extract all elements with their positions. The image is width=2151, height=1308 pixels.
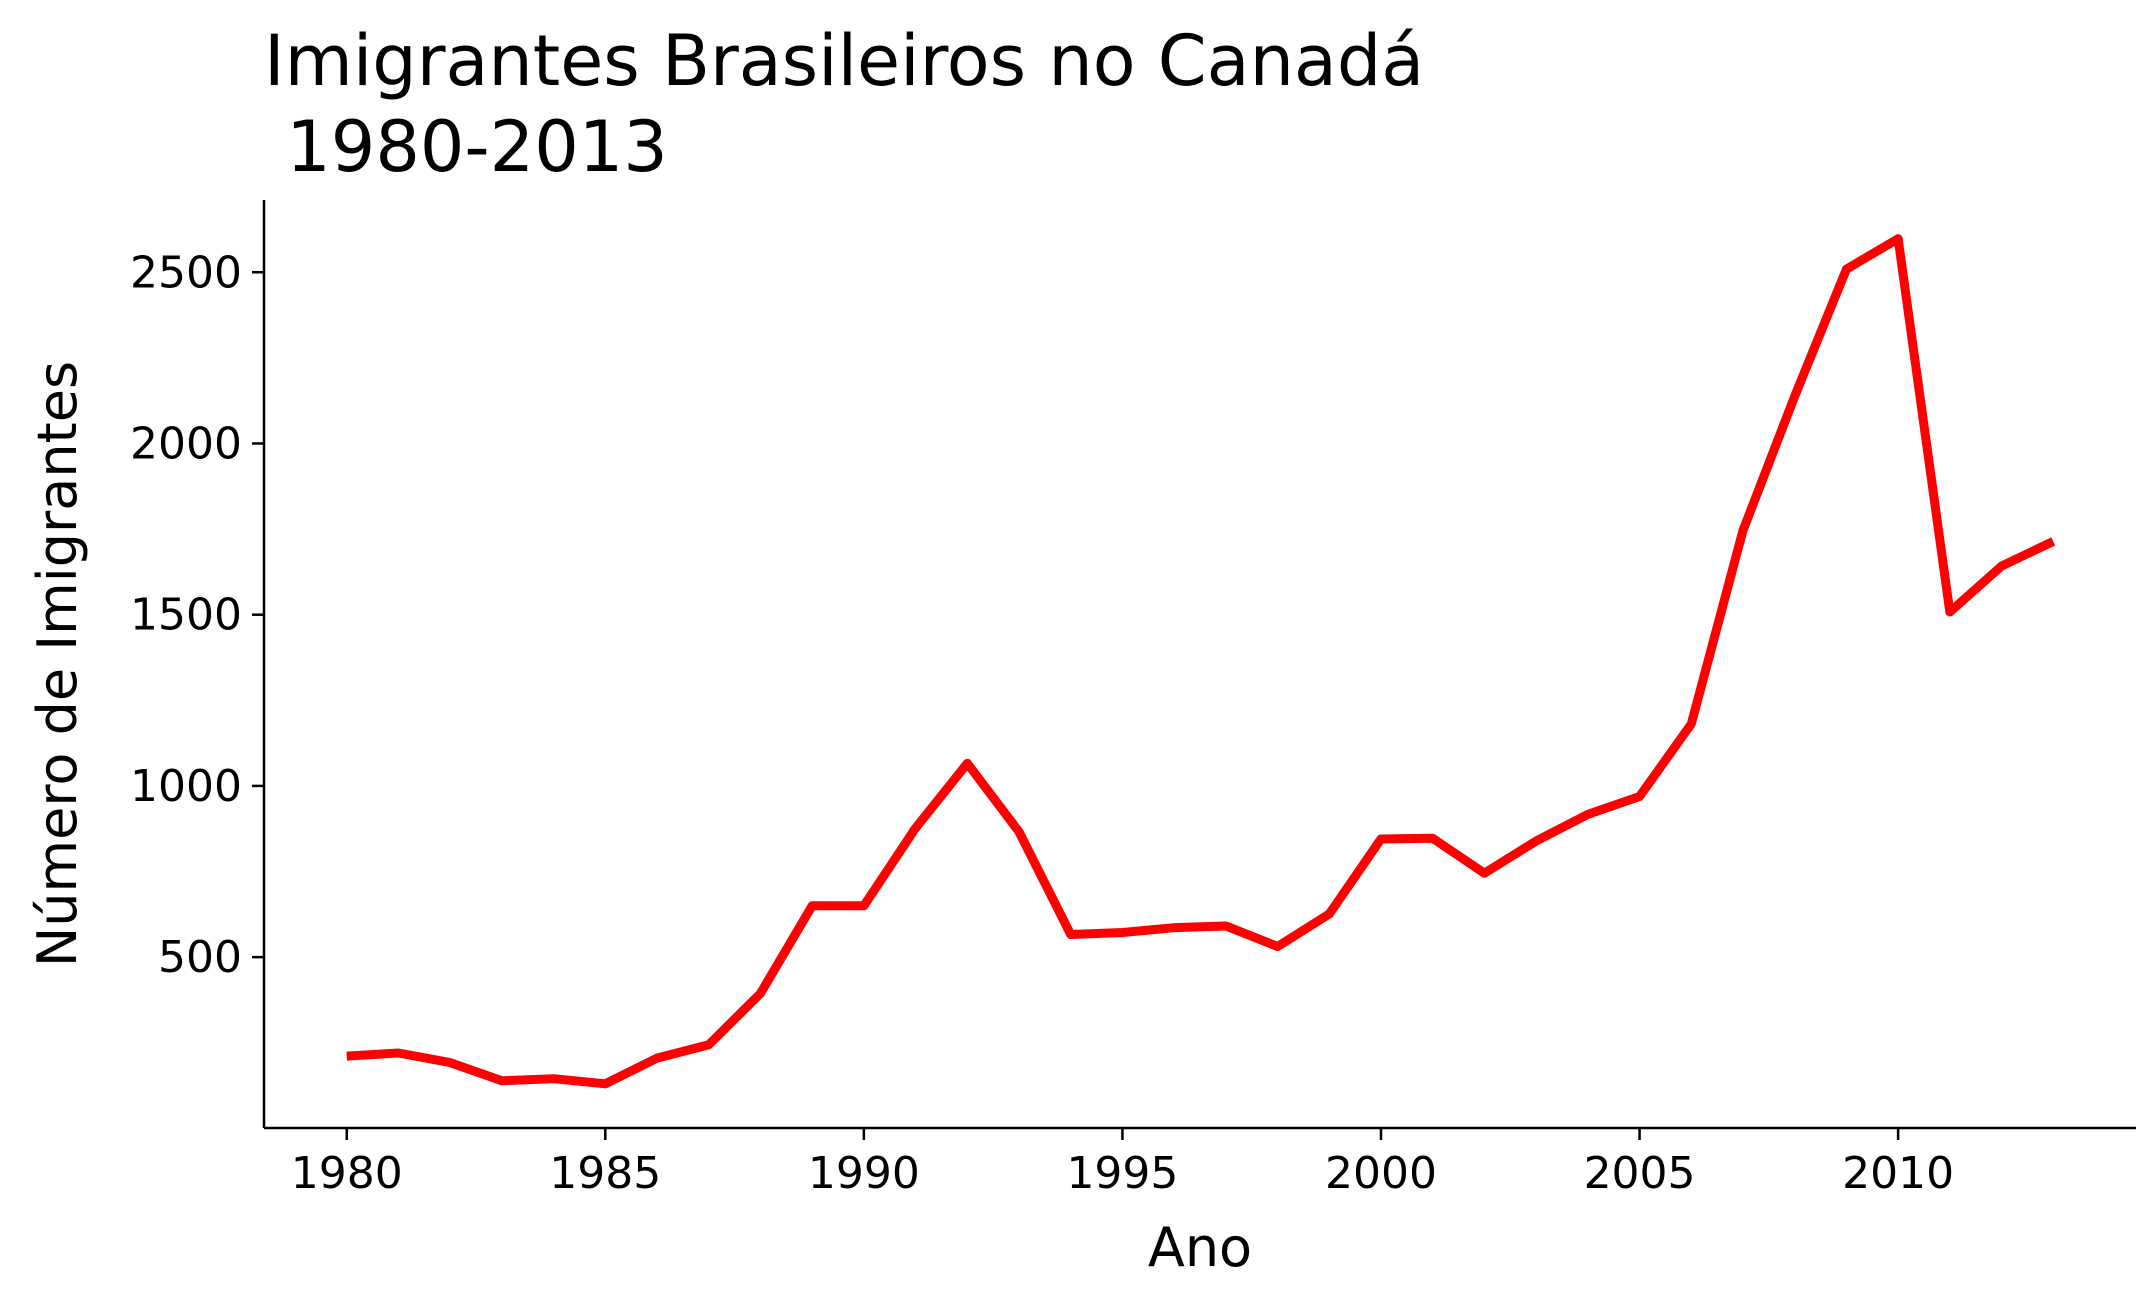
x-axis-ticks: 1980 1985 1990 1995 2000 2005 2010 xyxy=(291,1128,1954,1199)
x-tick-label: 1995 xyxy=(1066,1148,1178,1199)
y-axis-label: Número de Imigrantes xyxy=(26,361,89,967)
chart-title: Imigrantes Brasileiros no Canadá 1980-20… xyxy=(264,20,1424,188)
y-tick-label: 1500 xyxy=(130,590,242,641)
axes xyxy=(264,200,2136,1128)
x-tick-label: 1990 xyxy=(808,1148,920,1199)
y-tick-label: 500 xyxy=(158,932,242,983)
y-tick-label: 1000 xyxy=(130,761,242,812)
chart-title-line: 1980-2013 xyxy=(264,106,668,188)
chart-title-text: Imigrantes Brasileiros no Canadá 1980-20… xyxy=(264,20,1424,188)
chart-title-line: Imigrantes Brasileiros no Canadá xyxy=(264,20,1424,102)
y-axis-ticks: 500 1000 1500 2000 2500 xyxy=(130,247,264,983)
x-tick-label: 2010 xyxy=(1842,1148,1954,1199)
x-axis-label: Ano xyxy=(1148,1216,1252,1279)
x-tick-label: 1980 xyxy=(291,1148,403,1199)
y-tick-label: 2500 xyxy=(130,247,242,298)
x-tick-label: 2000 xyxy=(1325,1148,1437,1199)
series-line xyxy=(347,239,2054,1084)
series-layer xyxy=(347,239,2054,1084)
y-tick-label: 2000 xyxy=(130,418,242,469)
x-tick-label: 1985 xyxy=(549,1148,661,1199)
x-tick-label: 2005 xyxy=(1584,1148,1696,1199)
